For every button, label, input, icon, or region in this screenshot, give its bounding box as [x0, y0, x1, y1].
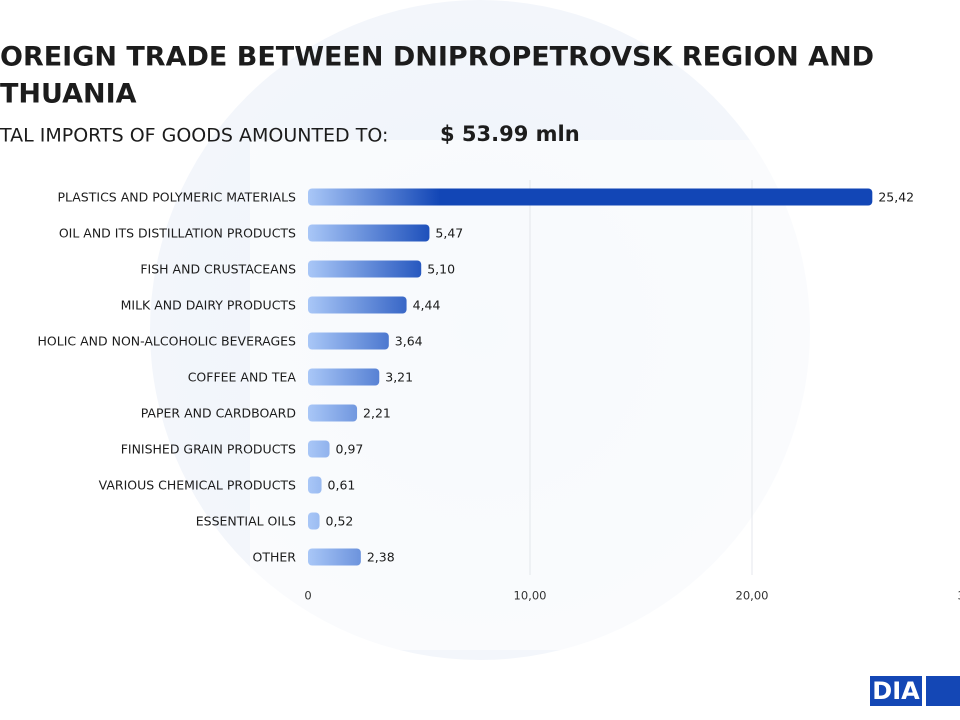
- total: $ 53.99 mln: [440, 122, 580, 146]
- bar: [308, 188, 873, 206]
- bar: [308, 296, 407, 314]
- category-label: FISH AND CRUSTACEANS: [140, 262, 296, 277]
- value-label: 4,44: [413, 298, 441, 313]
- bar: [308, 368, 380, 386]
- bar: [308, 260, 422, 278]
- value-label: 0,97: [336, 442, 364, 457]
- x-tick-label: 0: [304, 589, 311, 603]
- category-label: OIL AND ITS DISTILLATION PRODUCTS: [59, 226, 296, 241]
- logo-box: [926, 676, 960, 706]
- category-label: COFFEE AND TEA: [188, 370, 297, 385]
- logo-box: [870, 676, 922, 706]
- value-label: 2,21: [363, 406, 391, 421]
- category-label: ESSENTIAL OILS: [196, 514, 296, 529]
- category-label: PLASTICS AND POLYMERIC MATERIALS: [57, 190, 296, 205]
- value-label: 3,64: [395, 334, 423, 349]
- bar: [308, 332, 389, 350]
- value-label: 3,21: [385, 370, 413, 385]
- category-label: FINISHED GRAIN PRODUCTS: [121, 442, 296, 457]
- x-tick-label: 20,00: [736, 589, 769, 603]
- category-label: OTHER: [253, 550, 297, 565]
- value-label: 25,42: [878, 190, 914, 205]
- bar: [308, 404, 358, 422]
- bar: [308, 476, 322, 494]
- bar: [308, 224, 430, 242]
- value-label: 5,10: [427, 262, 455, 277]
- subtitle: TAL IMPORTS OF GOODS AMOUNTED TO:: [0, 125, 388, 147]
- chart-title: THUANIA: [0, 79, 137, 110]
- x-tick-label: 10,00: [514, 589, 547, 603]
- background-panel: [250, 140, 960, 650]
- x-tick-label: 30,00: [958, 589, 960, 603]
- value-label: 5,47: [435, 226, 463, 241]
- chart-title: OREIGN TRADE BETWEEN DNIPROPETROVSK REGI…: [0, 42, 874, 73]
- bar: [308, 440, 330, 458]
- bar: [308, 548, 361, 566]
- bar: [308, 512, 320, 530]
- category-label: MILK AND DAIRY PRODUCTS: [121, 298, 296, 313]
- value-label: 0,52: [326, 514, 354, 529]
- category-label: HOLIC AND NON-ALCOHOLIC BEVERAGES: [38, 334, 297, 349]
- logo: DIA: [872, 677, 920, 705]
- value-label: 2,38: [367, 550, 395, 565]
- value-label: 0,61: [328, 478, 356, 493]
- category-label: PAPER AND CARDBOARD: [141, 406, 296, 421]
- category-label: VARIOUS CHEMICAL PRODUCTS: [99, 478, 296, 493]
